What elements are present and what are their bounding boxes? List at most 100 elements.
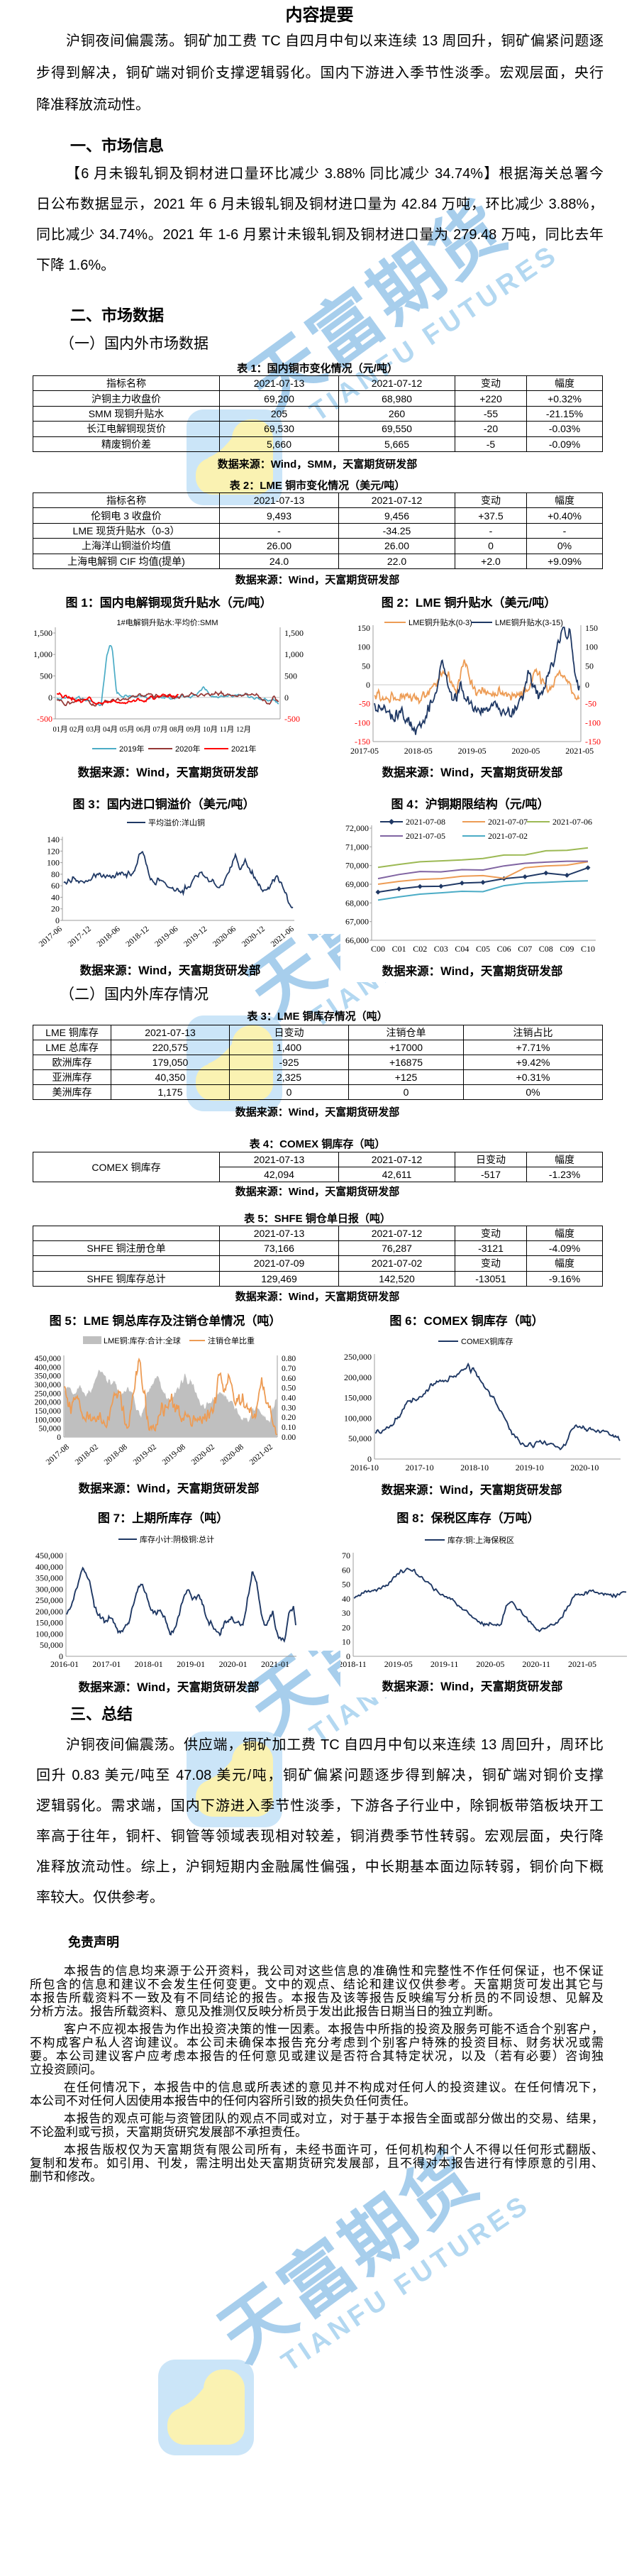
svg-text:120: 120: [47, 846, 60, 856]
svg-text:30: 30: [342, 1608, 350, 1618]
svg-text:富: 富: [266, 2226, 370, 2332]
svg-text:-150: -150: [585, 737, 601, 747]
svg-text:1,000: 1,000: [284, 649, 304, 659]
svg-text:2021-07-08: 2021-07-08: [406, 817, 445, 827]
svg-text:注销仓单比重: 注销仓单比重: [208, 1336, 255, 1345]
svg-text:天: 天: [206, 2270, 310, 2376]
svg-text:C00: C00: [371, 944, 385, 954]
svg-text:200,000: 200,000: [35, 1607, 63, 1617]
svg-text:C06: C06: [497, 944, 511, 954]
svg-text:50: 50: [362, 661, 370, 671]
svg-text:2019-01: 2019-01: [177, 1659, 205, 1669]
svg-text:01月: 01月: [53, 725, 68, 734]
svg-text:50,000: 50,000: [348, 1433, 372, 1443]
svg-text:C01: C01: [392, 944, 406, 954]
svg-text:-100: -100: [585, 717, 601, 727]
svg-text:2017-10: 2017-10: [406, 1463, 434, 1473]
svg-text:数据来源：Wind，天富期货研发部: 数据来源：Wind，天富期货研发部: [80, 963, 261, 977]
svg-text:70,000: 70,000: [345, 861, 369, 871]
svg-text:-50: -50: [585, 699, 596, 709]
svg-text:数据来源：Wind，天富期货研发部: 数据来源：Wind，天富期货研发部: [78, 765, 259, 779]
svg-text:数据来源：Wind，天富期货研发部: 数据来源：Wind，天富期货研发部: [382, 964, 563, 978]
svg-text:50,000: 50,000: [40, 1640, 63, 1650]
svg-text:2019-10: 2019-10: [516, 1463, 544, 1473]
svg-text:0.80: 0.80: [282, 1355, 296, 1363]
svg-text:图 4：沪铜期限结构（元/吨）: 图 4：沪铜期限结构（元/吨）: [391, 797, 550, 811]
svg-text:2021年: 2021年: [231, 744, 256, 754]
svg-text:11月: 11月: [220, 725, 235, 734]
svg-text:C04: C04: [455, 944, 469, 954]
svg-text:2016-10: 2016-10: [350, 1463, 379, 1473]
svg-text:150,000: 150,000: [35, 1407, 62, 1416]
svg-text:150: 150: [585, 623, 598, 633]
svg-text:LME铜:库存:合计:全球: LME铜:库存:合计:全球: [104, 1336, 181, 1345]
svg-text:0.70: 0.70: [282, 1365, 296, 1373]
svg-text:-150: -150: [355, 737, 370, 747]
svg-text:LME铜升贴水(3-15): LME铜升贴水(3-15): [495, 617, 563, 627]
svg-text:250,000: 250,000: [344, 1352, 372, 1362]
svg-text:2018-05: 2018-05: [404, 746, 433, 756]
svg-text:C10: C10: [581, 944, 595, 954]
svg-text:08月: 08月: [170, 725, 184, 734]
svg-text:1,500: 1,500: [33, 628, 52, 638]
svg-text:350,000: 350,000: [35, 1372, 62, 1381]
svg-text:20: 20: [51, 904, 60, 914]
svg-text:C09: C09: [560, 944, 574, 954]
svg-text:2018-10: 2018-10: [460, 1463, 489, 1473]
svg-text:2021-05: 2021-05: [565, 746, 594, 756]
svg-text:2017-05: 2017-05: [350, 746, 379, 756]
svg-text:69,000: 69,000: [345, 879, 369, 889]
svg-text:50: 50: [342, 1580, 350, 1590]
svg-text:数据来源：Wind，天富期货研发部: 数据来源：Wind，天富期货研发部: [79, 1680, 260, 1694]
svg-text:150,000: 150,000: [344, 1393, 372, 1403]
svg-text:400,000: 400,000: [35, 1363, 62, 1372]
svg-text:数据来源：Wind，天富期货研发部: 数据来源：Wind，天富期货研发部: [382, 1679, 563, 1693]
svg-text:140: 140: [47, 835, 60, 844]
svg-text:12月: 12月: [236, 725, 251, 734]
svg-text:500: 500: [40, 671, 52, 681]
svg-text:150,000: 150,000: [35, 1618, 63, 1628]
svg-text:40: 40: [342, 1594, 350, 1604]
svg-text:70: 70: [342, 1551, 350, 1561]
svg-text:图 5：LME 铜总库存及注销仓单情况（吨）: 图 5：LME 铜总库存及注销仓单情况（吨）: [50, 1314, 282, 1328]
svg-text:03月: 03月: [87, 725, 101, 734]
svg-text:350,000: 350,000: [35, 1573, 63, 1583]
svg-text:10月: 10月: [203, 725, 218, 734]
svg-text:2020-11: 2020-11: [522, 1659, 550, 1669]
svg-text:71,000: 71,000: [345, 842, 369, 852]
svg-text:200,000: 200,000: [344, 1372, 372, 1382]
svg-text:库存:铜:上海保税区: 库存:铜:上海保税区: [448, 1535, 514, 1545]
svg-text:100,000: 100,000: [35, 1416, 62, 1424]
svg-text:1,000: 1,000: [33, 649, 52, 659]
svg-text:0.00: 0.00: [282, 1433, 296, 1442]
svg-text:2016-01: 2016-01: [50, 1659, 79, 1669]
svg-text:2020-10: 2020-10: [570, 1463, 599, 1473]
svg-text:67,000: 67,000: [345, 917, 369, 927]
svg-text:2021-07-05: 2021-07-05: [406, 831, 445, 841]
svg-text:72,000: 72,000: [345, 823, 369, 833]
svg-text:0.50: 0.50: [282, 1385, 296, 1393]
svg-text:300,000: 300,000: [35, 1584, 63, 1594]
svg-text:0: 0: [57, 1433, 61, 1442]
svg-text:图 2：LME 铜升贴水（美元/吨）: 图 2：LME 铜升贴水（美元/吨）: [382, 595, 557, 610]
svg-text:20: 20: [342, 1622, 350, 1632]
svg-text:2020-05: 2020-05: [511, 746, 540, 756]
svg-text:平均溢价:洋山铜: 平均溢价:洋山铜: [148, 818, 205, 827]
svg-text:2021-07-06: 2021-07-06: [552, 817, 592, 827]
svg-text:数据来源：Wind，天富期货研发部: 数据来源：Wind，天富期货研发部: [382, 765, 563, 779]
svg-text:2020-05: 2020-05: [476, 1659, 504, 1669]
svg-text:05月: 05月: [120, 725, 135, 734]
svg-text:450,000: 450,000: [35, 1551, 63, 1561]
svg-text:0: 0: [366, 680, 370, 690]
svg-text:图 3：国内进口铜溢价（美元/吨）: 图 3：国内进口铜溢价（美元/吨）: [73, 797, 255, 811]
svg-text:100: 100: [585, 642, 598, 652]
svg-text:50: 50: [585, 661, 594, 671]
svg-text:0.20: 0.20: [282, 1414, 296, 1422]
svg-text:数据来源：Wind，天富期货研发部: 数据来源：Wind，天富期货研发部: [382, 1482, 562, 1497]
svg-text:图 6：COMEX 铜库存（吨）: 图 6：COMEX 铜库存（吨）: [389, 1314, 543, 1328]
svg-text:250,000: 250,000: [35, 1389, 62, 1398]
svg-text:2019年: 2019年: [119, 744, 144, 754]
svg-text:1,500: 1,500: [284, 628, 304, 638]
svg-text:200,000: 200,000: [35, 1399, 62, 1407]
svg-text:06月: 06月: [136, 725, 151, 734]
